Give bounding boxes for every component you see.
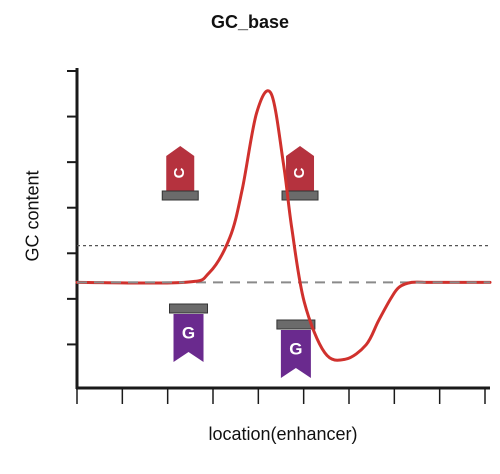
nucleotide-marker-c-2: C <box>281 146 319 201</box>
marker-body <box>166 146 195 192</box>
marker-base <box>281 190 319 201</box>
marker-letter: C <box>171 167 188 178</box>
marker-body <box>173 314 204 362</box>
marker-letter: C <box>291 167 308 178</box>
marker-base <box>276 319 316 330</box>
x-axis-label: location(enhancer) <box>208 424 358 444</box>
marker-letter: G <box>289 339 302 358</box>
nucleotide-marker-c-1: C <box>161 146 199 201</box>
nucleotide-marker-g-4: G <box>276 319 316 378</box>
nucleotide-marker-g-3: G <box>169 303 209 362</box>
series-line-1 <box>75 89 492 362</box>
marker-body <box>280 330 311 378</box>
marker-letter: G <box>182 323 195 342</box>
marker-body <box>286 146 315 192</box>
marker-base <box>161 190 199 201</box>
chart-title: GC_base <box>210 12 290 32</box>
marker-base <box>169 303 209 314</box>
